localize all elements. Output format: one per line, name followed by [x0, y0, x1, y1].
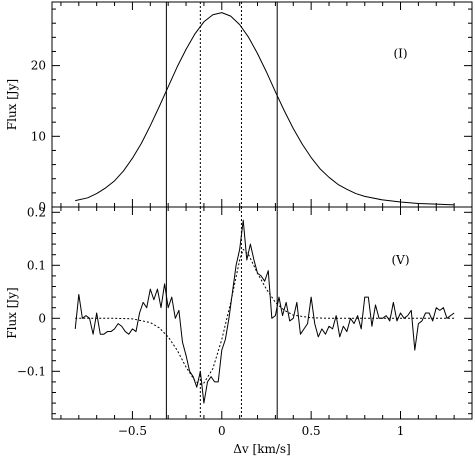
- y-axis-title: Flux [Jy]: [5, 79, 19, 130]
- panel-top: 0 10 20 Flux [Jy] (I): [5, 1, 473, 214]
- x-tick-label: −0.5: [118, 424, 147, 438]
- y-tick-label: 20: [31, 59, 46, 73]
- x-tick-label: 0.5: [302, 424, 321, 438]
- data-line: [74, 219, 455, 404]
- panel-frame: [51, 206, 473, 420]
- y-tick-label: −0.1: [17, 364, 46, 378]
- y-tick-label: 0.1: [27, 258, 46, 272]
- x-tick-label: 1: [397, 424, 405, 438]
- panel-label: (I): [393, 46, 407, 60]
- x-tick-label: 0: [218, 424, 226, 438]
- y-tick-label: 0: [38, 200, 46, 214]
- panel-frame: [51, 1, 473, 208]
- y-tick-label: 0: [38, 311, 46, 325]
- fit-line: [75, 248, 455, 386]
- panel-label: (V): [391, 253, 409, 267]
- x-axis-title: Δv [km/s]: [233, 442, 290, 456]
- y-tick-label: 10: [31, 129, 46, 143]
- panel-bottom: −0.1 0 0.1 0.2 −0.5 0 0.5 1 Flux [Jy] Δv [km/s] (V…: [5, 205, 473, 456]
- y-tick-label: 0.2: [27, 205, 46, 219]
- y-axis-title: Flux [Jy]: [5, 287, 19, 338]
- data-line: [75, 12, 455, 206]
